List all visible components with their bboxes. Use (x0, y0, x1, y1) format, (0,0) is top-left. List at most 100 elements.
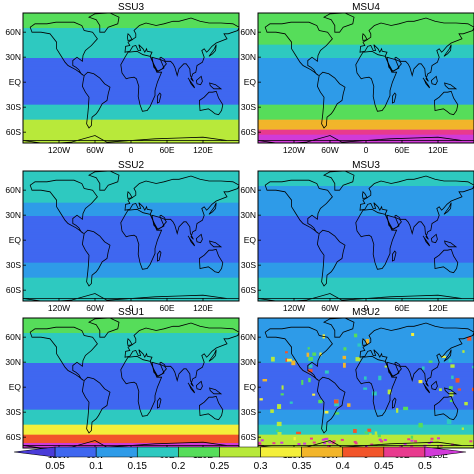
lat-label: 60N (5, 185, 21, 195)
field-band (258, 106, 474, 109)
field-band (258, 294, 474, 297)
field-band (258, 418, 474, 421)
lat-label: 30N (240, 52, 256, 62)
field-speckle (309, 437, 313, 440)
field-band (23, 286, 239, 289)
coastline (430, 233, 438, 244)
colorbar-swatch (136, 446, 179, 458)
field-band (258, 349, 474, 352)
field-band (23, 378, 239, 381)
field-band (23, 58, 239, 61)
field-band (23, 79, 239, 82)
field-band (258, 71, 474, 74)
field-speckle (262, 378, 268, 382)
field-band (258, 108, 474, 111)
field-band (258, 227, 474, 230)
field-band (23, 21, 239, 24)
coastline (156, 397, 162, 409)
field-band (258, 358, 474, 361)
field-speckle (471, 387, 474, 392)
lat-label: 30N (5, 52, 21, 62)
field-band (258, 134, 474, 139)
panel-title: SSU3 (118, 2, 145, 13)
field-band (23, 403, 239, 406)
colorbar-swatch (383, 446, 426, 458)
field-speckle (271, 356, 275, 362)
field-band (23, 244, 239, 247)
field-speckle (380, 440, 384, 443)
field-band (23, 222, 239, 225)
field-band (258, 231, 474, 234)
field-band (258, 184, 474, 187)
coastline (391, 92, 397, 104)
field-speckle (467, 336, 472, 341)
field-band (23, 24, 239, 27)
field-band (258, 204, 474, 207)
coastline (124, 17, 239, 82)
field-band (258, 394, 474, 397)
field-band (23, 196, 239, 199)
lat-label: 60S (241, 285, 256, 295)
field-band (258, 189, 474, 192)
field-speckle (321, 438, 325, 441)
field-band (23, 436, 239, 439)
field-band (23, 399, 239, 402)
colorbar-swatch (219, 446, 261, 458)
field-band (258, 354, 474, 357)
lat-label: 60S (241, 432, 256, 442)
field-band (23, 272, 239, 275)
field-speckle (319, 352, 322, 357)
field-band (23, 43, 239, 46)
field-band (258, 131, 474, 134)
field-band (258, 416, 474, 419)
field-speckle (280, 441, 284, 444)
coastline (264, 326, 333, 381)
field-band (23, 371, 239, 374)
field-band (258, 433, 474, 436)
field-speckle (428, 360, 433, 363)
field-band (23, 74, 239, 77)
field-band (258, 414, 474, 417)
coastline (386, 214, 402, 230)
field-band (258, 239, 474, 242)
field-band (258, 326, 474, 329)
field-band (23, 386, 239, 389)
field-band (258, 222, 474, 225)
field-band (23, 136, 239, 139)
field-band (258, 54, 474, 57)
field-band (23, 96, 239, 99)
field-band (258, 216, 474, 219)
field-speckle (334, 402, 339, 407)
field-speckle (370, 443, 374, 446)
field-band (258, 257, 474, 260)
field-band (258, 34, 474, 37)
field-speckle (403, 443, 407, 446)
coastline (359, 17, 474, 82)
field-band (258, 384, 474, 387)
field-speckle (471, 365, 474, 369)
map-panel-msu3: MSU3 60N 30N EQ 30S 60S 120W 60W 0 60E 120E (240, 160, 474, 313)
field-band (23, 318, 239, 321)
field-speckle (303, 442, 307, 445)
field-band (23, 84, 239, 87)
field-band (23, 393, 239, 396)
lon-label: 120W (283, 303, 305, 313)
field-band (258, 214, 474, 217)
field-speckle (429, 440, 433, 443)
field-band (258, 383, 474, 386)
field-speckle (343, 347, 347, 351)
field-band (23, 31, 239, 34)
lon-label: 0 (364, 145, 369, 155)
panel-title: SSU2 (118, 160, 145, 171)
field-band (258, 424, 474, 427)
field-speckle (363, 376, 367, 380)
coastline (126, 32, 133, 41)
field-band (23, 418, 239, 421)
field-band (258, 128, 474, 131)
field-band (23, 388, 239, 391)
coastline (323, 171, 355, 191)
field-band (258, 272, 474, 275)
field-band (23, 319, 239, 322)
coastline (433, 90, 459, 116)
field-band (23, 172, 239, 175)
